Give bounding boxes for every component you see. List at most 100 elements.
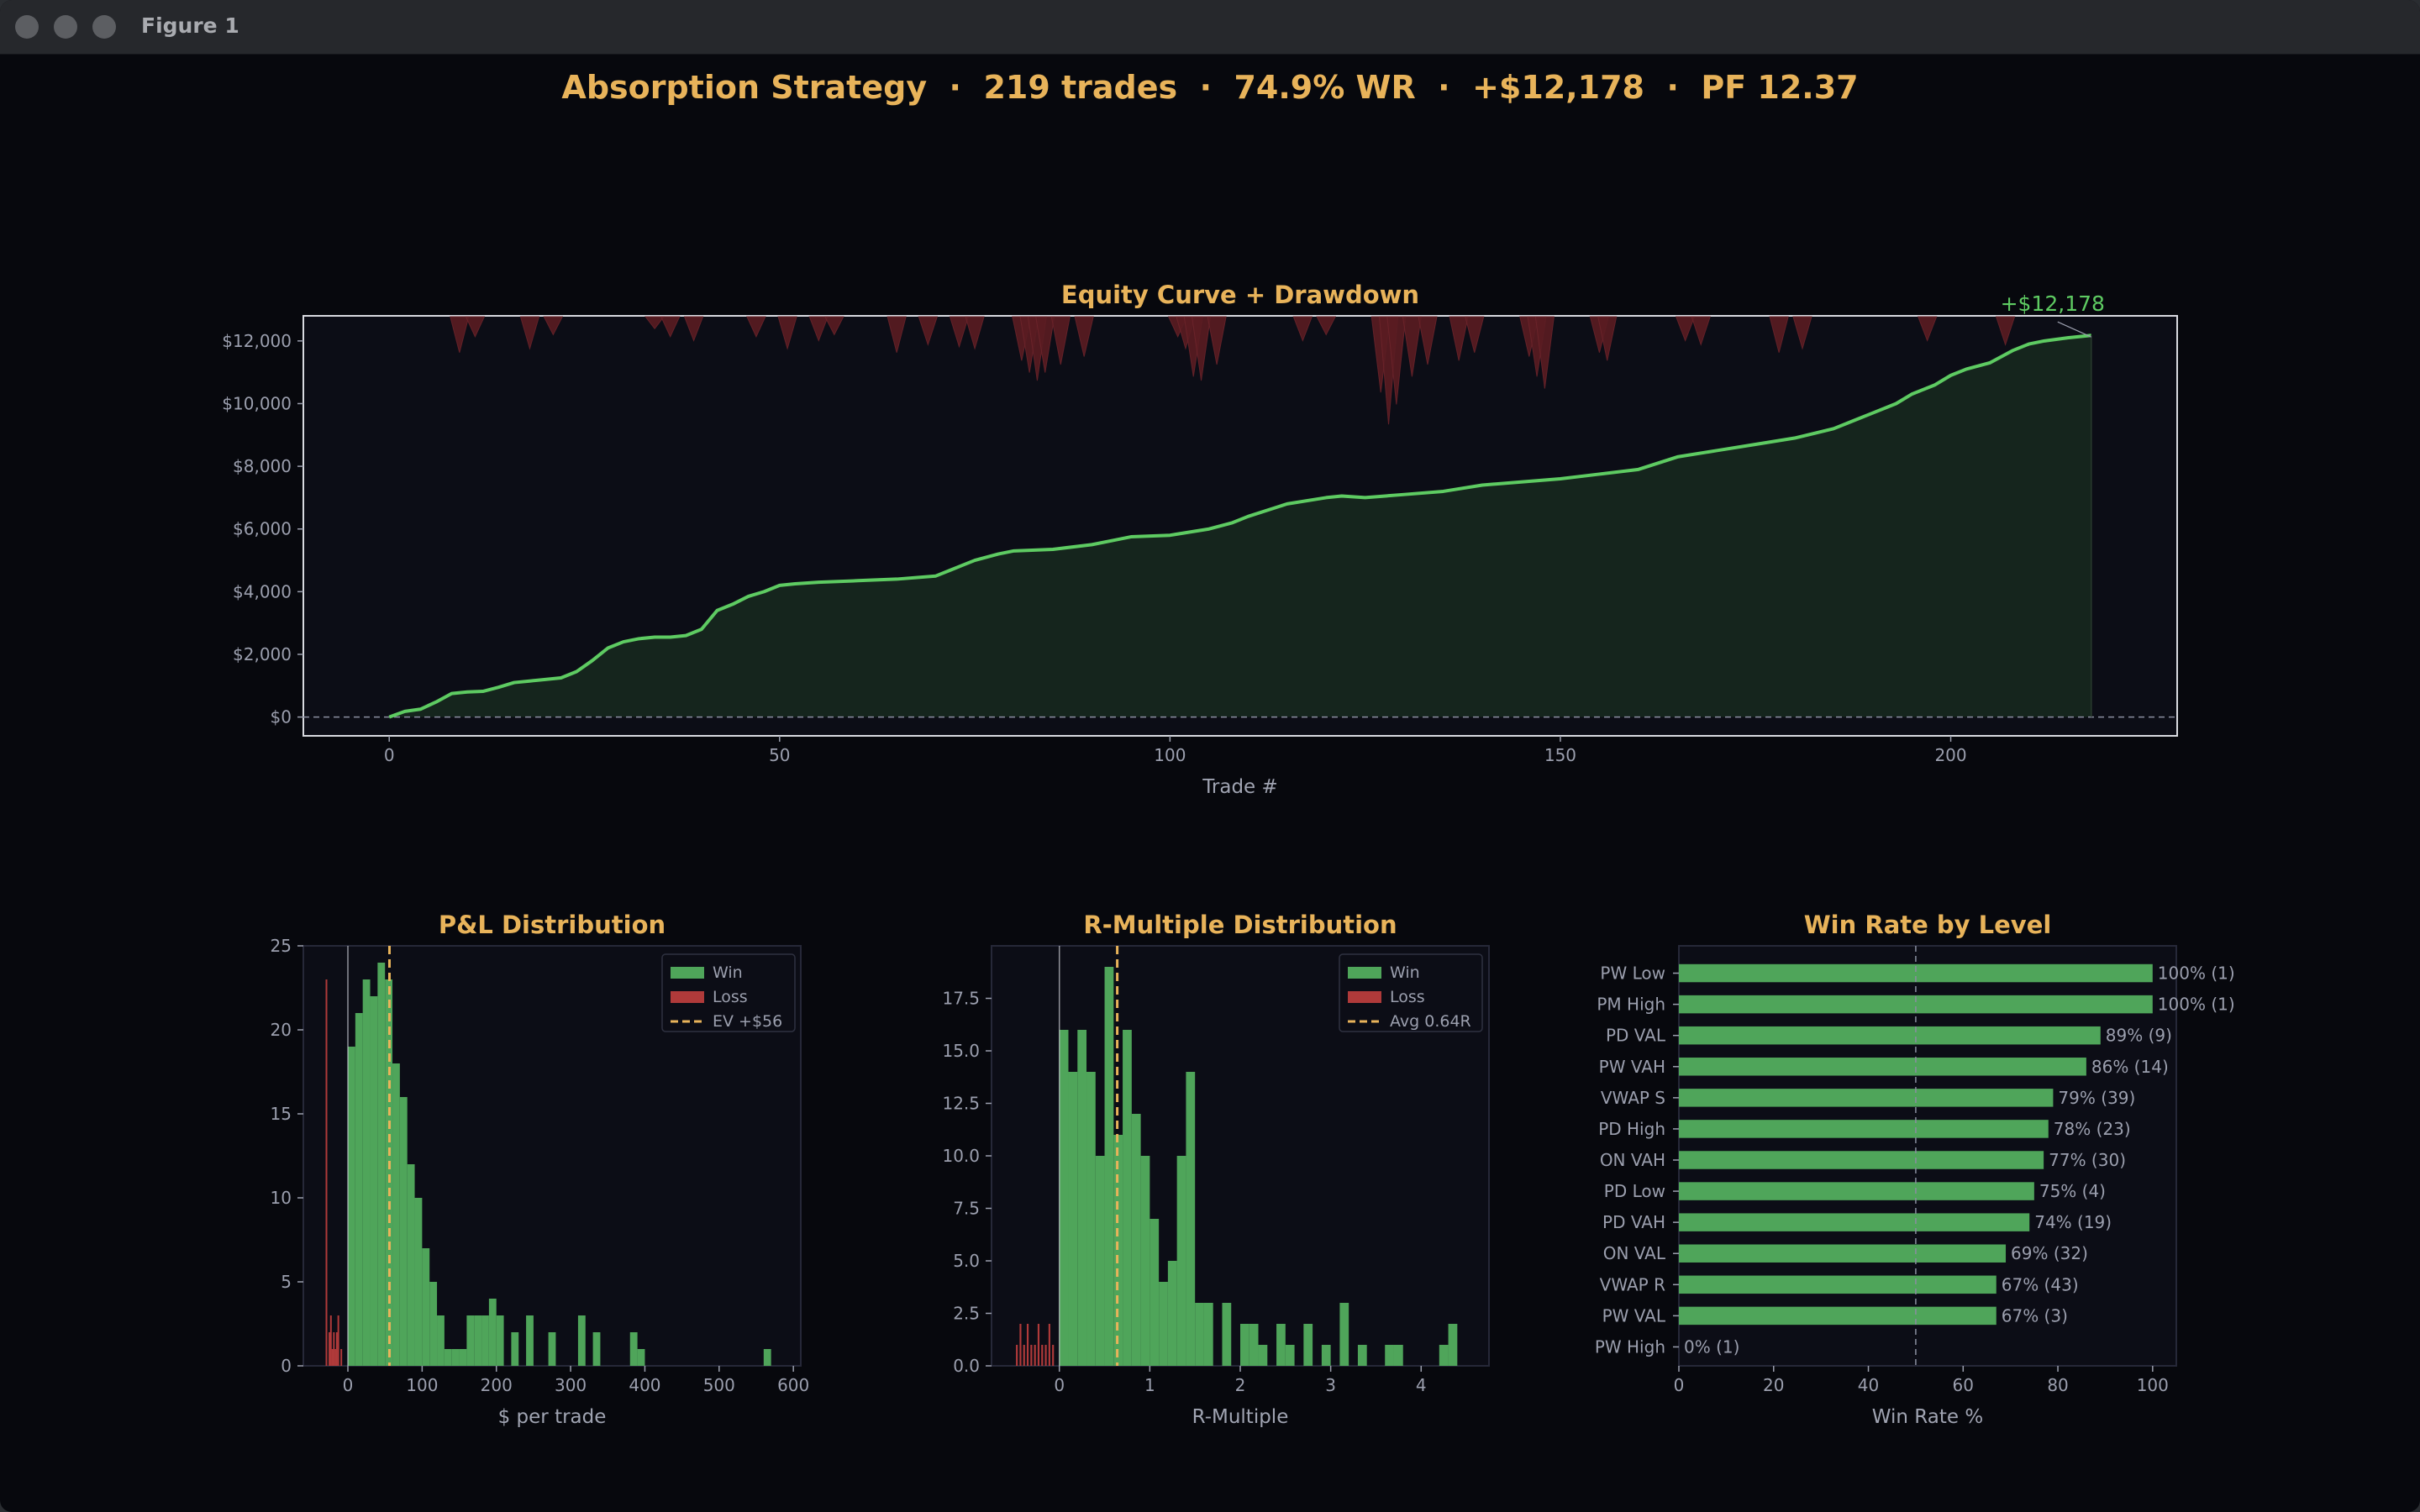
- drawdown-spike: [1050, 316, 1071, 365]
- r-loss-bar: [1052, 1345, 1055, 1366]
- pnl-x-tick-label: 0: [343, 1375, 354, 1395]
- pnl-win-bar: [511, 1332, 519, 1366]
- pnl-win-bar: [474, 1315, 482, 1366]
- drawdown-spike: [886, 316, 907, 353]
- pnl-win-bar: [763, 1349, 771, 1366]
- pnl-legend-label: Win: [713, 963, 743, 982]
- drawdown-spike: [1691, 316, 1711, 346]
- pnl-win-bar: [481, 1315, 489, 1366]
- pnl-win-bar: [370, 996, 378, 1366]
- title-bar: Figure 1: [0, 0, 2420, 55]
- wr-value-label: 89% (9): [2106, 1026, 2172, 1046]
- window-title: Figure 1: [141, 13, 239, 38]
- pnl-loss-bar: [329, 1315, 332, 1366]
- r-legend-label: Loss: [1390, 988, 1425, 1006]
- pnl-y-tick-label: 10: [271, 1188, 292, 1208]
- r-win-bar: [1086, 1072, 1096, 1366]
- pnl-chart-title: P&L Distribution: [439, 911, 666, 939]
- r-win-bar: [1249, 1324, 1259, 1366]
- drawdown-spike: [1074, 316, 1094, 357]
- r-y-tick-label: 2.5: [953, 1304, 980, 1324]
- pnl-distribution-panel: 0 100 200 300 400 500 600 0 5 10 15 20 25 Win Loss EV +…: [271, 911, 810, 1428]
- equity-chart-title: Equity Curve + Drawdown: [1061, 281, 1419, 309]
- equity-area-fill: [389, 335, 2091, 717]
- r-win-bar: [1131, 1114, 1141, 1366]
- pnl-win-bar: [437, 1315, 445, 1366]
- pnl-y-tick-label: 5: [281, 1272, 292, 1292]
- close-button[interactable]: [15, 15, 39, 39]
- pnl-win-bar: [526, 1315, 534, 1366]
- pnl-x-tick-label: 200: [481, 1375, 513, 1395]
- r-loss-bar: [1016, 1345, 1018, 1366]
- wr-category-label: PD VAL: [1606, 1026, 1666, 1046]
- r-legend-label: Avg 0.64R: [1390, 1012, 1471, 1031]
- wr-bar: [1679, 995, 2153, 1014]
- r-x-tick-label: 2: [1235, 1375, 1246, 1395]
- figure-canvas: Absorption Strategy · 219 trades · 74.9%…: [0, 54, 2420, 1512]
- pnl-loss-bar: [340, 1349, 343, 1366]
- drawdown-spike: [777, 316, 797, 350]
- wr-category-label: PW VAL: [1602, 1305, 1666, 1326]
- equity-final-annotation: +$12,178: [2001, 291, 2105, 316]
- pnl-win-bar: [414, 1198, 423, 1366]
- wr-x-tick-label: 100: [2137, 1375, 2169, 1395]
- zoom-button[interactable]: [92, 15, 116, 39]
- drawdown-spike: [465, 316, 486, 338]
- pnl-win-bar: [577, 1315, 586, 1366]
- r-win-bar: [1222, 1303, 1232, 1366]
- r-loss-bar: [1030, 1345, 1033, 1366]
- wr-category-label: ON VAH: [1600, 1150, 1665, 1170]
- drawdown-spike: [1769, 316, 1789, 353]
- figure-svg: Absorption Strategy · 219 trades · 74.9%…: [222, 69, 2235, 1428]
- wr-value-label: 67% (43): [2002, 1274, 2079, 1294]
- equity-x-tick-label: 0: [384, 745, 395, 765]
- pnl-win-bar: [459, 1349, 467, 1366]
- wr-bar: [1679, 1151, 2044, 1169]
- pnl-win-bar: [466, 1315, 475, 1366]
- wr-bar: [1679, 1182, 2034, 1200]
- equity-x-axis-label: Trade #: [1202, 776, 1278, 798]
- win-rate-panel: PW Low 100% (1) PM High 100% (1) PD VAL 89% (…: [1595, 911, 2235, 1428]
- equity-y-tick-label: $4,000: [233, 581, 292, 601]
- drawdown-spike: [1418, 316, 1438, 365]
- r-x-tick-label: 1: [1144, 1375, 1155, 1395]
- drawdown-spike: [1675, 316, 1696, 342]
- pnl-loss-bar: [333, 1332, 335, 1366]
- drawdown-spike: [1292, 316, 1313, 342]
- drawdown-spike: [1995, 316, 2016, 346]
- equity-curve-panel: +$12,178 0 50 100 150 200 $0 $2,000 $4,000 $6,000…: [222, 281, 2178, 798]
- r-win-bar: [1195, 1303, 1204, 1366]
- pnl-x-tick-label: 300: [555, 1375, 587, 1395]
- drawdown-spike: [543, 316, 564, 336]
- pnl-win-bar: [488, 1299, 497, 1366]
- figure-suptitle: Absorption Strategy · 219 trades · 74.9%…: [561, 69, 1858, 106]
- r-loss-bar: [1023, 1345, 1025, 1366]
- pnl-loss-bar: [331, 1349, 334, 1366]
- wr-value-label: 100% (1): [2158, 963, 2235, 984]
- wr-bar: [1679, 1120, 2049, 1138]
- pnl-win-bar: [548, 1332, 556, 1366]
- r-loss-bar: [1037, 1324, 1040, 1366]
- pnl-loss-bar: [325, 979, 328, 1366]
- r-legend-swatch: [1348, 991, 1381, 1003]
- minimize-button[interactable]: [54, 15, 77, 39]
- wr-category-label: PD Low: [1604, 1181, 1665, 1201]
- r-x-tick-label: 0: [1054, 1375, 1065, 1395]
- drawdown-spike: [1597, 316, 1618, 361]
- wr-category-label: PW VAH: [1599, 1057, 1665, 1077]
- drawdown-spike: [1402, 316, 1423, 377]
- pnl-win-bar: [451, 1349, 460, 1366]
- r-chart-title: R-Multiple Distribution: [1083, 911, 1397, 939]
- equity-y-tick-label: $6,000: [233, 519, 292, 539]
- wr-value-label: 69% (32): [2011, 1243, 2088, 1263]
- r-win-bar: [1448, 1324, 1458, 1366]
- wr-x-tick-label: 80: [2047, 1375, 2068, 1395]
- drawdown-spike: [918, 316, 939, 346]
- pnl-win-bar: [348, 1047, 355, 1366]
- wr-x-axis-label: Win Rate %: [1872, 1406, 1983, 1428]
- equity-x-tick-label: 150: [1544, 745, 1576, 765]
- wr-value-label: 0% (1): [1684, 1336, 1739, 1357]
- wr-x-tick-label: 60: [1953, 1375, 1974, 1395]
- pnl-y-tick-label: 25: [271, 936, 292, 956]
- pnl-x-tick-label: 600: [777, 1375, 809, 1395]
